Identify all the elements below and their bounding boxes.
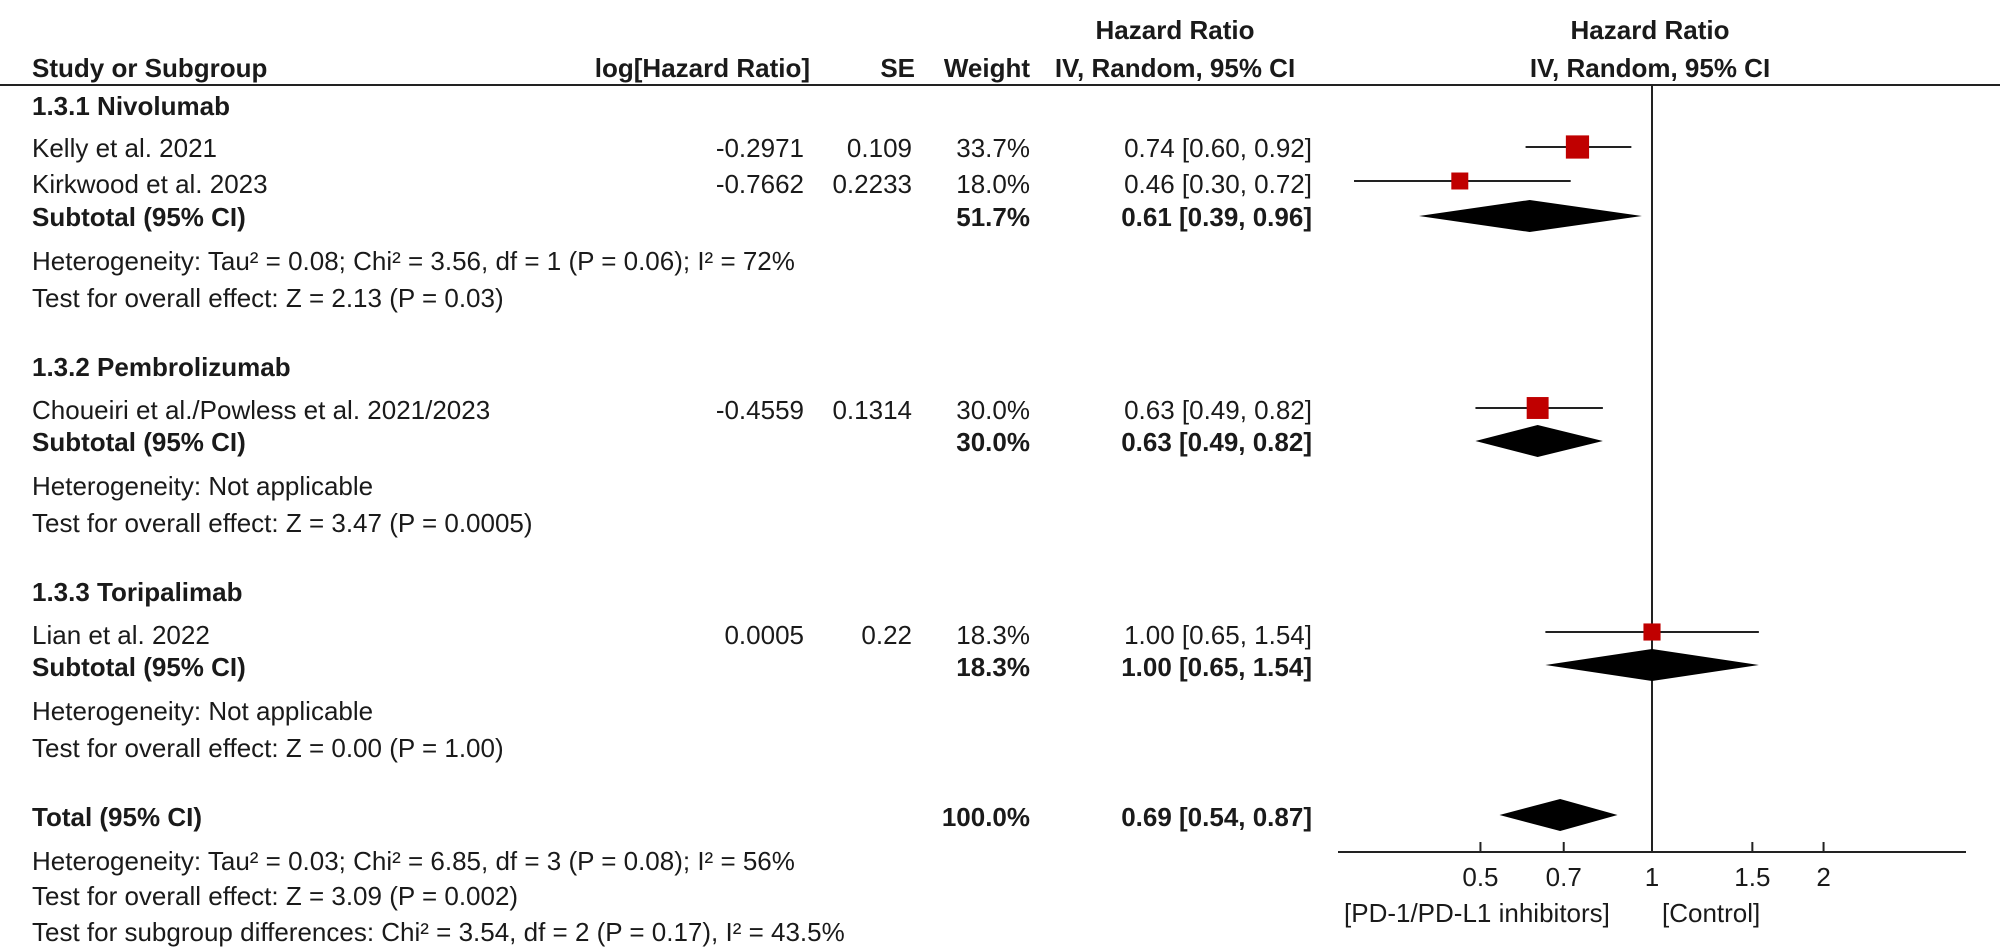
overall-effect-text: Test for overall effect: Z = 0.00 (P = 1… bbox=[32, 733, 504, 763]
study-name: Choueiri et al./Powless et al. 2021/2023 bbox=[32, 395, 491, 425]
x-tick-label: 0.5 bbox=[1462, 862, 1498, 892]
x-tick-label: 1 bbox=[1645, 862, 1659, 892]
total-overall-effect-text: Test for overall effect: Z = 3.09 (P = 0… bbox=[32, 881, 519, 911]
study-ci: 0.63 [0.49, 0.82] bbox=[1124, 395, 1312, 425]
subtotal-ci: 1.00 [0.65, 1.54] bbox=[1121, 652, 1312, 682]
group-title: 1.3.1 Nivolumab bbox=[32, 91, 230, 121]
study-log-hr: -0.4559 bbox=[715, 395, 804, 425]
study-ci: 0.46 [0.30, 0.72] bbox=[1124, 169, 1312, 199]
study-marker bbox=[1643, 623, 1661, 641]
study-weight: 18.3% bbox=[956, 620, 1030, 650]
heterogeneity-text: Heterogeneity: Not applicable bbox=[32, 696, 374, 726]
subtotal-weight: 30.0% bbox=[956, 427, 1030, 457]
subtotal-weight: 18.3% bbox=[956, 652, 1030, 682]
study-log-hr: -0.7662 bbox=[715, 169, 804, 199]
study-log-hr: -0.2971 bbox=[715, 133, 804, 163]
study-se: 0.22 bbox=[861, 620, 912, 650]
study-log-hr: 0.0005 bbox=[724, 620, 804, 650]
favours-right-label: [Control] bbox=[1662, 898, 1761, 928]
study-se: 0.1314 bbox=[832, 395, 912, 425]
header-plot-line2: IV, Random, 95% CI bbox=[1529, 53, 1771, 83]
total-diamond bbox=[1499, 799, 1618, 831]
study-marker bbox=[1526, 397, 1549, 419]
study-ci: 0.74 [0.60, 0.92] bbox=[1124, 133, 1312, 163]
header-weight: Weight bbox=[943, 53, 1030, 83]
header-rule bbox=[0, 84, 2000, 86]
favours-left-label: [PD-1/PD-L1 inhibitors] bbox=[1344, 898, 1610, 928]
overall-effect-text: Test for overall effect: Z = 3.47 (P = 0… bbox=[32, 508, 533, 538]
study-se: 0.2233 bbox=[832, 169, 912, 199]
header-study: Study or Subgroup bbox=[32, 53, 268, 83]
study-name: Kirkwood et al. 2023 bbox=[32, 169, 268, 199]
subtotal-label: Subtotal (95% CI) bbox=[32, 427, 246, 457]
study-name: Lian et al. 2022 bbox=[32, 620, 210, 650]
x-tick-label: 0.7 bbox=[1546, 862, 1582, 892]
study-marker bbox=[1565, 135, 1590, 159]
subtotal-ci: 0.63 [0.49, 0.82] bbox=[1121, 427, 1312, 457]
subtotal-diamond bbox=[1545, 649, 1759, 681]
subtotal-ci: 0.61 [0.39, 0.96] bbox=[1121, 202, 1312, 232]
subtotal-diamond bbox=[1475, 425, 1603, 457]
study-ci: 1.00 [0.65, 1.54] bbox=[1124, 620, 1312, 650]
x-tick-label: 1.5 bbox=[1734, 862, 1770, 892]
header-se: SE bbox=[880, 53, 915, 83]
study-weight: 33.7% bbox=[956, 133, 1030, 163]
subtotal-diamond bbox=[1418, 200, 1642, 232]
heterogeneity-text: Heterogeneity: Tau² = 0.08; Chi² = 3.56,… bbox=[32, 246, 795, 276]
study-se: 0.109 bbox=[846, 133, 912, 163]
total-heterogeneity-text: Heterogeneity: Tau² = 0.03; Chi² = 6.85,… bbox=[32, 846, 795, 876]
header-hr-line1: Hazard Ratio bbox=[1095, 15, 1255, 45]
header-hr-line2: IV, Random, 95% CI bbox=[1054, 53, 1296, 83]
group-title: 1.3.3 Toripalimab bbox=[32, 577, 243, 607]
subtotal-label: Subtotal (95% CI) bbox=[32, 652, 246, 682]
total-ci: 0.69 [0.54, 0.87] bbox=[1121, 802, 1312, 832]
group-title: 1.3.2 Pembrolizumab bbox=[32, 352, 291, 382]
subgroup-differences-text: Test for subgroup differences: Chi² = 3.… bbox=[32, 917, 845, 947]
total-label: Total (95% CI) bbox=[32, 802, 202, 832]
study-marker bbox=[1451, 172, 1469, 190]
header-log-hr: log[Hazard Ratio] bbox=[594, 53, 810, 83]
header-plot-line1: Hazard Ratio bbox=[1570, 15, 1730, 45]
study-name: Kelly et al. 2021 bbox=[32, 133, 218, 163]
study-weight: 30.0% bbox=[956, 395, 1030, 425]
study-weight: 18.0% bbox=[956, 169, 1030, 199]
subtotal-label: Subtotal (95% CI) bbox=[32, 202, 246, 232]
heterogeneity-text: Heterogeneity: Not applicable bbox=[32, 471, 374, 501]
overall-effect-text: Test for overall effect: Z = 2.13 (P = 0… bbox=[32, 283, 504, 313]
x-tick-label: 2 bbox=[1816, 862, 1830, 892]
total-weight: 100.0% bbox=[941, 802, 1030, 832]
subtotal-weight: 51.7% bbox=[956, 202, 1030, 232]
